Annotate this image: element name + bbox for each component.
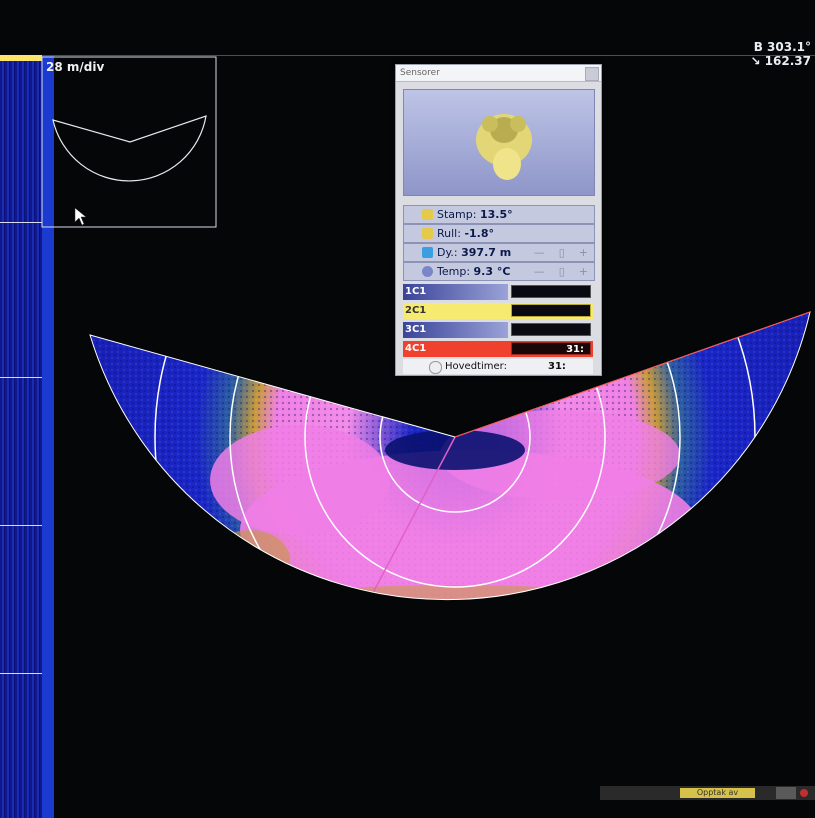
strip-divider — [0, 525, 42, 526]
channel-row-4[interactable]: 4C1 31: — [403, 341, 593, 357]
echo-mass — [210, 425, 390, 535]
temperature-label: Temp: — [437, 265, 471, 278]
depth-icon — [422, 247, 433, 258]
sensor-panel-title[interactable]: Sensorer — [396, 65, 601, 82]
beam-edge-right — [454, 311, 811, 438]
engine-hours-value: 31: — [548, 361, 566, 372]
strip-divider — [0, 377, 42, 378]
channel-value — [511, 304, 591, 317]
engine-hours-row: Hovedtimer: 31: — [403, 359, 593, 374]
depth-value: 397.7 m — [461, 246, 512, 259]
echo-edge — [210, 530, 290, 590]
pitch-icon — [422, 209, 433, 220]
channel-value — [511, 285, 591, 298]
recording-toggle-button[interactable]: Opptak av — [680, 788, 755, 798]
strip-scrollbar[interactable] — [42, 55, 54, 818]
depth-label: Dy.: — [437, 246, 458, 259]
channel-value — [511, 323, 591, 336]
roll-label: Rull: — [437, 227, 461, 240]
channel-row-2[interactable]: 2C1 — [403, 303, 593, 319]
echo-mass — [440, 410, 680, 500]
roll-value: -1.8° — [464, 227, 495, 240]
scale-label: 28 m/div — [46, 60, 105, 74]
near-field — [385, 430, 525, 470]
temperature-row: Temp: 9.3 °C — ▯ + — [403, 262, 595, 281]
status-indicator-icon — [800, 789, 808, 797]
overview-fan — [52, 115, 207, 182]
bearing-readout: B 303.1° — [753, 40, 811, 54]
mouse-cursor-icon — [74, 207, 87, 226]
temperature-icon — [422, 266, 433, 277]
top-divider — [42, 55, 815, 56]
channel-label: 1C1 — [403, 284, 508, 300]
echo-edge — [225, 585, 685, 600]
channel-value: 31: — [511, 342, 591, 355]
range-readout: ↘ 162.37 — [750, 54, 811, 68]
pitch-row: Stamp: 13.5° — [403, 205, 595, 224]
temperature-adjust-control[interactable]: — ▯ + — [533, 265, 588, 278]
engine-hours-label: Hovedtimer: — [445, 361, 507, 372]
channel-label: 3C1 — [403, 322, 508, 338]
sensor-panel[interactable]: Sensorer Stamp: 13.5° Rull: -1.8° Dy.: 3… — [395, 64, 602, 376]
channel-row-1[interactable]: 1C1 — [403, 284, 593, 300]
pitch-value: 13.5° — [479, 208, 513, 221]
depth-row: Dy.: 397.7 m — ▯ + — [403, 243, 595, 262]
tool-icon[interactable] — [776, 787, 796, 799]
depth-adjust-control[interactable]: — ▯ + — [533, 246, 588, 259]
close-icon[interactable] — [585, 67, 599, 81]
echo-edge — [700, 480, 780, 570]
pitch-label: Stamp: — [437, 208, 477, 221]
temperature-value: 9.3 °C — [473, 265, 511, 278]
roll-row: Rull: -1.8° — [403, 224, 595, 243]
overview-frame[interactable] — [41, 56, 217, 228]
strip-top-marker — [0, 55, 42, 61]
position-readout: B 303.1° ↘ 162.37 — [750, 40, 811, 68]
history-strip — [0, 55, 42, 818]
strip-divider — [0, 222, 42, 223]
engine-hours-icon — [429, 361, 442, 374]
fan-outline — [89, 311, 811, 601]
channel-row-3[interactable]: 3C1 — [403, 322, 593, 338]
vessel-attitude-view — [403, 89, 595, 196]
strip-divider — [0, 673, 42, 674]
roll-icon — [422, 228, 433, 239]
